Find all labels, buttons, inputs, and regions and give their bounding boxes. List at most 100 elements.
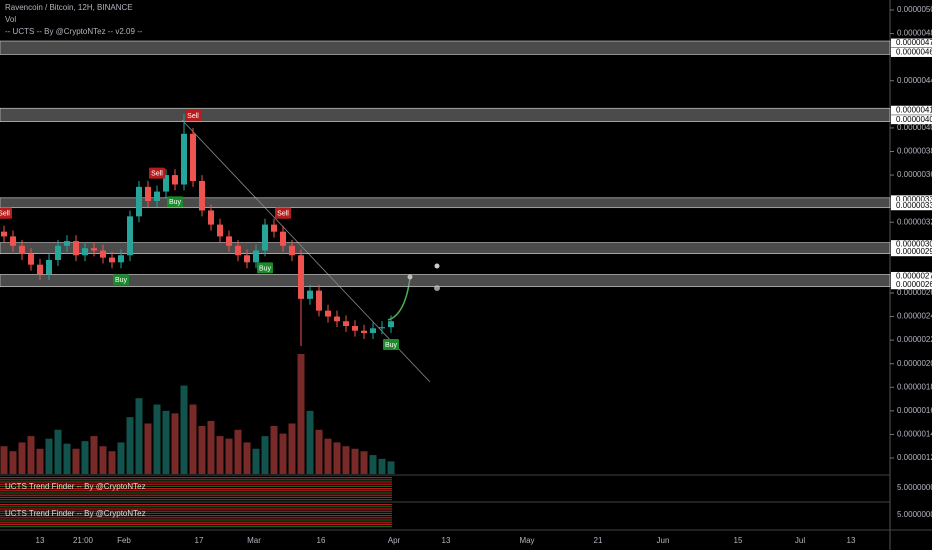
candle-body: [235, 245, 241, 256]
volume-bar: [279, 433, 287, 474]
level-label: 0.00000339: [896, 195, 932, 204]
trend-stripe: [0, 479, 392, 481]
volume-bar: [18, 442, 26, 474]
candle-body: [262, 224, 268, 251]
x-tick-label: Mar: [247, 536, 261, 545]
trend-stripe: [0, 515, 392, 517]
x-tick-label: Jul: [795, 536, 805, 545]
candle-body: [352, 325, 358, 331]
candle-body: [253, 250, 259, 263]
signal-box: [0, 207, 12, 219]
candle-body: [181, 133, 187, 185]
level-band: [0, 107, 891, 122]
candle-body: [46, 259, 52, 275]
volume-bar: [153, 404, 161, 474]
signal-box: [275, 207, 291, 219]
volume-bar: [306, 410, 314, 474]
level-label: 0.00000267: [896, 280, 932, 289]
trend-stripe: [0, 494, 392, 496]
candle-body: [271, 224, 277, 232]
candle-body: [1, 231, 7, 237]
trend-stripe: [0, 512, 392, 514]
x-tick-label: 16: [317, 536, 326, 545]
volume-bar: [324, 438, 332, 474]
signal-box: [113, 274, 129, 286]
pane-value: 5.00000000: [897, 510, 932, 519]
indicator-title: -- UCTS -- By @CryptoNTez -- v2.09 --: [5, 27, 143, 36]
volume-bar: [315, 429, 323, 474]
y-tick-label: 0.00000320: [897, 217, 932, 226]
signal-label: Sell: [0, 211, 10, 218]
volume-bar: [252, 448, 260, 474]
pane-value: 5.00000000: [897, 483, 932, 492]
level-label-bg: [891, 115, 932, 125]
y-tick-label: 0.00000200: [897, 359, 932, 368]
volume-bar: [72, 448, 80, 474]
candle-body: [325, 310, 331, 317]
level-label: 0.00000407: [896, 115, 932, 124]
volume-bar: [45, 438, 53, 474]
x-tick-label: Jun: [657, 536, 670, 545]
candle-body: [199, 180, 205, 211]
signal-box: [167, 196, 183, 208]
x-tick-label: 17: [195, 536, 204, 545]
level-label: 0.00000464: [896, 48, 932, 57]
y-tick-label: 0.00000500: [897, 5, 932, 14]
trend-stripe: [0, 483, 392, 485]
volume-bar: [0, 446, 8, 474]
y-tick-label: 0.00000160: [897, 406, 932, 415]
candle-body: [343, 321, 349, 326]
trend-stripe: [0, 526, 392, 528]
signal-box: [257, 262, 273, 274]
trend-stripe: [0, 485, 392, 487]
level-label: 0.00000472: [896, 38, 932, 47]
volume-bar: [378, 458, 386, 474]
volume-bar: [108, 451, 116, 474]
candle-body: [118, 255, 124, 263]
volume-bar: [81, 441, 89, 474]
trend-stripe: [0, 477, 392, 479]
trend-stripe: [0, 521, 392, 523]
volume-bar: [297, 354, 305, 474]
trend-stripe: [0, 519, 392, 521]
trend-stripe: [0, 481, 392, 483]
candle-body: [154, 191, 160, 202]
candle-body: [64, 241, 70, 246]
volume-bar: [9, 451, 17, 474]
volume-bar: [351, 448, 359, 474]
signal-label: Sell: [151, 171, 163, 178]
volume-bar: [360, 451, 368, 474]
volume-bar: [126, 417, 134, 474]
candle-body: [190, 133, 196, 181]
trend-stripe: [0, 492, 392, 494]
y-tick-label: 0.00000140: [897, 430, 932, 439]
candle-body: [280, 231, 286, 246]
symbol-title: Ravencoin / Bitcoin, 12H, BINANCE: [5, 3, 133, 12]
volume-bar: [261, 436, 269, 474]
x-tick-label: Apr: [388, 536, 401, 545]
candle-body: [55, 245, 61, 260]
candle-body: [10, 236, 16, 246]
volume-bar: [54, 429, 62, 474]
candle-body: [307, 290, 313, 299]
candle-body: [19, 245, 25, 255]
x-tick-label: May: [519, 536, 534, 545]
y-tick-label: 0.00000220: [897, 335, 932, 344]
trend-stripe: [0, 506, 392, 508]
volume-bar: [342, 446, 350, 474]
candle-body: [28, 254, 34, 265]
signal-label: Buy: [385, 342, 398, 349]
signal-label: Sell: [187, 113, 199, 120]
volume-bar: [144, 423, 152, 474]
y-tick-label: 0.00000380: [897, 147, 932, 156]
trend-stripe: [0, 510, 392, 512]
y-tick-label: 0.00000120: [897, 453, 932, 462]
volume-bar: [189, 404, 197, 474]
y-tick-label: 0.00000440: [897, 76, 932, 85]
volume-bar: [90, 436, 98, 474]
candle-body: [370, 328, 376, 334]
y-tick-label: 0.00000240: [897, 312, 932, 321]
volume-bar: [225, 438, 233, 474]
level-label-bg: [891, 195, 932, 205]
